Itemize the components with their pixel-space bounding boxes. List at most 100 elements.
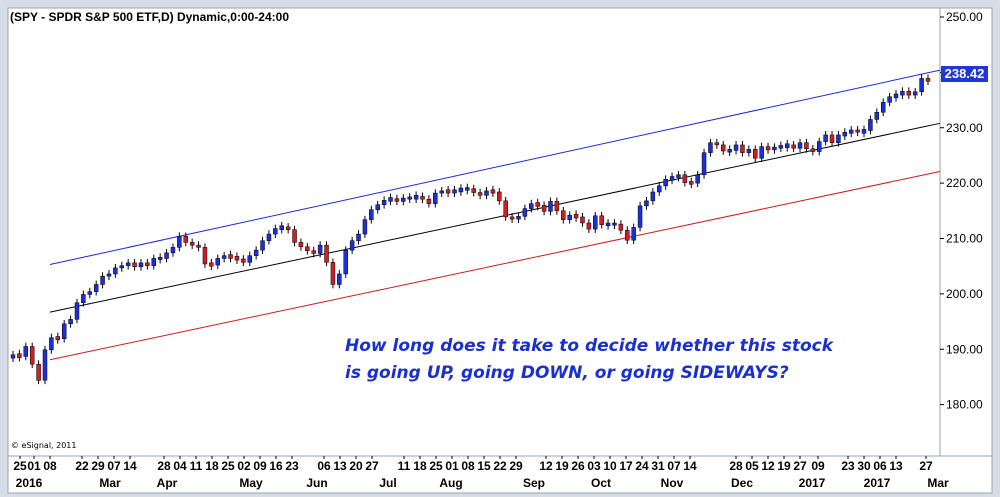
candle-body	[509, 216, 515, 220]
candle	[925, 74, 931, 86]
candle	[663, 175, 668, 190]
candle-body	[10, 354, 16, 359]
candle-body	[797, 142, 803, 149]
candle-body	[100, 275, 105, 285]
x-tick-day-label: 27	[365, 459, 379, 473]
candle-body	[689, 181, 694, 185]
candle	[452, 185, 457, 197]
candle	[343, 246, 348, 278]
candle-body	[266, 233, 272, 241]
candle-body	[388, 197, 393, 202]
candle-body	[516, 216, 521, 220]
candle	[573, 210, 579, 222]
candle	[804, 138, 809, 153]
candle-body	[439, 190, 444, 194]
candle	[93, 280, 99, 296]
candle	[266, 230, 272, 245]
candle	[183, 232, 188, 247]
candle-body	[753, 149, 758, 159]
candle	[426, 195, 432, 208]
candle-body	[919, 78, 924, 93]
candle-body	[759, 146, 764, 159]
candle-body	[36, 363, 41, 381]
candle-body	[49, 337, 54, 351]
candle	[221, 251, 227, 263]
candle	[202, 243, 208, 268]
candle	[113, 263, 118, 278]
candle	[612, 219, 617, 230]
candle	[234, 252, 240, 264]
x-tick-day-label: 11	[190, 459, 203, 473]
candle	[10, 350, 16, 362]
candle	[49, 333, 54, 354]
candle	[324, 241, 329, 267]
candle	[29, 342, 35, 369]
candle-body	[426, 198, 432, 204]
candle	[253, 246, 259, 260]
candle	[337, 270, 342, 289]
x-tick-month-label: 2017	[864, 476, 891, 490]
candle	[330, 258, 336, 289]
x-tick-day-label: 24	[635, 459, 649, 473]
candle	[356, 230, 361, 245]
candle-body	[209, 262, 214, 267]
x-tick-month-label: May	[239, 476, 263, 490]
y-tick-label: 210.00	[946, 232, 983, 246]
x-tick-month-label: Apr	[157, 476, 178, 490]
candle-body	[458, 187, 464, 193]
candle-body	[721, 144, 726, 152]
candle	[778, 141, 784, 153]
x-tick-day-label: 28	[729, 459, 743, 473]
candle	[912, 87, 918, 99]
candle	[541, 201, 547, 216]
candle	[125, 258, 131, 270]
candle-body	[625, 229, 630, 241]
candle	[42, 345, 48, 385]
candle-body	[708, 142, 713, 153]
candle-body	[61, 323, 67, 339]
x-tick-day-label: 25	[13, 459, 27, 473]
channel-line-lower	[49, 171, 941, 361]
candle	[484, 187, 489, 200]
candle	[823, 131, 828, 146]
candle-body	[682, 174, 688, 183]
candle	[605, 219, 611, 230]
x-tick-day-label: 07	[107, 459, 121, 473]
candle-body	[81, 294, 86, 303]
candle-body	[324, 244, 329, 263]
candle	[593, 211, 598, 233]
candle	[733, 141, 739, 155]
candle	[381, 196, 387, 209]
candle	[522, 204, 528, 221]
candle-body	[804, 142, 809, 150]
candle	[535, 198, 540, 211]
candle-body	[260, 240, 265, 251]
candle	[599, 211, 604, 229]
candle	[765, 142, 771, 154]
candle	[458, 184, 464, 196]
candle-body	[561, 210, 566, 220]
x-tick-day-label: 12	[539, 459, 553, 473]
x-tick-month-label: Mar	[99, 476, 121, 490]
x-tick-day-label: 18	[205, 459, 219, 473]
x-tick-day-label: 05	[745, 459, 759, 473]
x-tick-day-label: 31	[651, 459, 665, 473]
y-tick-label: 180.00	[946, 398, 983, 412]
x-tick-day-label: 19	[555, 459, 569, 473]
candle	[880, 98, 886, 117]
candle-body	[401, 197, 406, 202]
x-tick-day-label: 16	[269, 459, 283, 473]
candle	[68, 315, 73, 328]
y-tick-label: 220.00	[946, 176, 983, 190]
candle-body	[330, 262, 336, 285]
x-tick-day-label: 19	[777, 459, 791, 473]
candle-body	[893, 93, 899, 99]
candle-body	[125, 262, 131, 266]
x-tick-month-label: 2017	[799, 476, 826, 490]
candle	[375, 200, 380, 214]
candle-body	[106, 273, 112, 277]
candle	[708, 138, 713, 157]
candle	[906, 87, 912, 99]
candle-body	[343, 249, 348, 275]
